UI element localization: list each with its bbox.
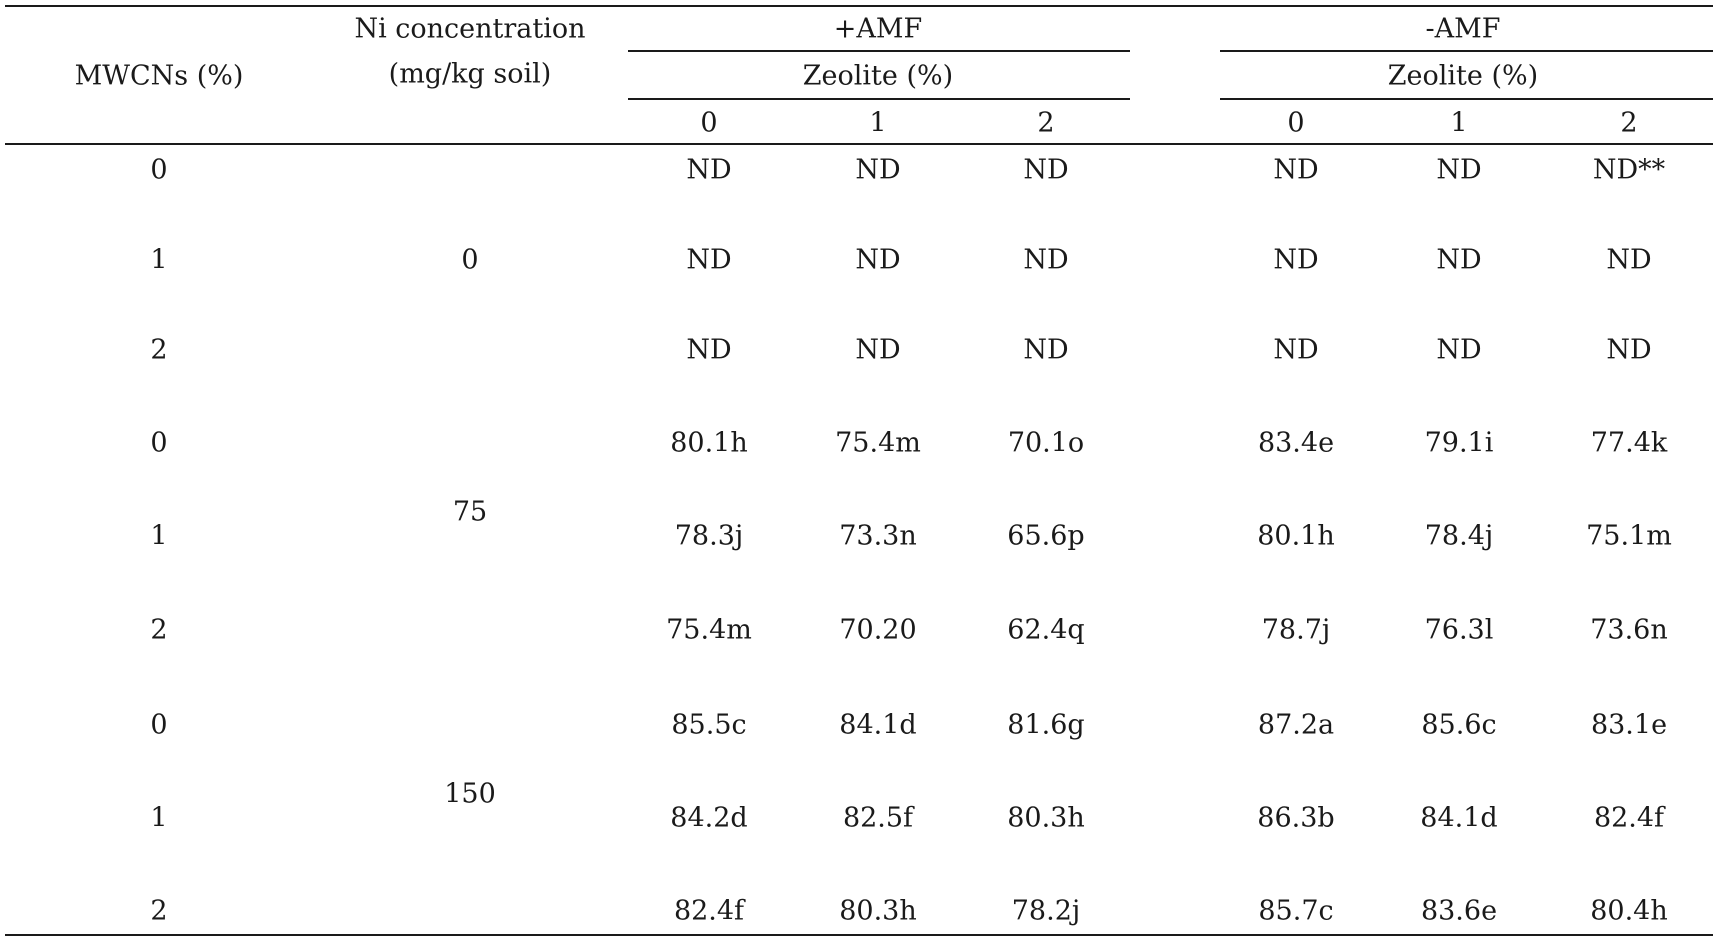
- value-cell: ND: [1023, 154, 1069, 186]
- zeolite-level-minus-2: 2: [1620, 107, 1638, 139]
- value-cell: ND: [1273, 334, 1319, 366]
- value-cell: ND: [1606, 244, 1652, 276]
- value-cell: 73.6n: [1590, 614, 1668, 646]
- value-cell: ND: [686, 244, 732, 276]
- zeolite-level-plus-1: 1: [869, 107, 887, 139]
- value-cell: 76.3l: [1424, 614, 1494, 646]
- value-cell: 78.4j: [1424, 520, 1494, 552]
- value-cell: 80.3h: [1007, 802, 1085, 834]
- amf-plus-header: +AMF: [833, 13, 923, 45]
- bottom-rule: [5, 934, 1713, 936]
- value-cell: 85.5c: [671, 709, 747, 741]
- value-cell: 87.2a: [1257, 709, 1335, 741]
- header-bottom-rule: [5, 143, 1713, 145]
- ni-group-label: 75: [452, 496, 488, 528]
- value-cell: 65.6p: [1007, 520, 1085, 552]
- zeolite-level-plus-0: 0: [700, 107, 718, 139]
- value-cell: 75.4m: [835, 427, 921, 459]
- value-cell: 84.1d: [839, 709, 917, 741]
- value-cell: 77.4k: [1590, 427, 1668, 459]
- value-cell: ND: [1436, 244, 1482, 276]
- amf-minus-rule: [1220, 50, 1713, 52]
- value-cell: ND: [1273, 154, 1319, 186]
- value-cell: 83.6e: [1420, 895, 1498, 927]
- value-cell: ND: [1436, 154, 1482, 186]
- value-cell: 81.6g: [1007, 709, 1085, 741]
- value-cell: 79.1i: [1424, 427, 1494, 459]
- value-cell: 83.1e: [1590, 709, 1668, 741]
- zeolite-level-minus-1: 1: [1450, 107, 1468, 139]
- value-cell: ND: [1273, 244, 1319, 276]
- value-cell: 70.20: [839, 614, 917, 646]
- value-cell: ND: [1023, 334, 1069, 366]
- value-cell: 86.3b: [1257, 802, 1335, 834]
- mwcns-header: MWCNs (%): [74, 60, 244, 92]
- mwcns-cell: 0: [150, 154, 168, 186]
- zeolite-plus-rule: [628, 98, 1130, 100]
- value-cell: ND: [855, 244, 901, 276]
- value-cell: 85.6c: [1421, 709, 1497, 741]
- mwcns-cell: 1: [150, 520, 168, 552]
- value-cell: 80.1h: [670, 427, 748, 459]
- top-rule: [5, 5, 1713, 7]
- amf-plus-rule: [628, 50, 1130, 52]
- value-cell: 82.4f: [673, 895, 745, 927]
- value-cell: 84.2d: [670, 802, 748, 834]
- mwcns-cell: 0: [150, 709, 168, 741]
- ni-group-label: 150: [444, 778, 496, 810]
- value-cell: 73.3n: [839, 520, 917, 552]
- value-cell: 78.2j: [1011, 895, 1081, 927]
- value-cell: ND: [686, 334, 732, 366]
- mwcns-cell: 0: [150, 427, 168, 459]
- zeolite-level-plus-2: 2: [1037, 107, 1055, 139]
- value-cell: 75.1m: [1586, 520, 1672, 552]
- value-cell: 80.3h: [839, 895, 917, 927]
- value-cell: ND: [686, 154, 732, 186]
- value-cell: ND: [855, 334, 901, 366]
- ni-group-label: 0: [461, 244, 479, 276]
- zeolite-minus-header: Zeolite (%): [1387, 60, 1539, 92]
- mwcns-cell: 2: [150, 895, 168, 927]
- value-cell: 82.4f: [1593, 802, 1665, 834]
- value-cell: 80.1h: [1257, 520, 1335, 552]
- ni-header-line2: (mg/kg soil): [388, 58, 552, 90]
- mwcns-cell: 2: [150, 334, 168, 366]
- ni-header-line1: Ni concentration: [354, 13, 586, 45]
- value-cell: 80.4h: [1590, 895, 1668, 927]
- value-cell: 83.4e: [1257, 427, 1335, 459]
- value-cell: 85.7c: [1258, 895, 1334, 927]
- mwcns-cell: 1: [150, 802, 168, 834]
- value-cell: 75.4m: [666, 614, 752, 646]
- mwcns-cell: 1: [150, 244, 168, 276]
- value-cell: 70.1o: [1007, 427, 1085, 459]
- value-cell: 84.1d: [1420, 802, 1498, 834]
- value-cell: ND**: [1592, 154, 1666, 186]
- value-cell: 78.3j: [674, 520, 744, 552]
- value-cell: 82.5f: [842, 802, 914, 834]
- value-cell: ND: [1436, 334, 1482, 366]
- value-cell: ND: [1606, 334, 1652, 366]
- value-cell: 62.4q: [1007, 614, 1085, 646]
- value-cell: ND: [855, 154, 901, 186]
- value-cell: 78.7j: [1261, 614, 1331, 646]
- zeolite-plus-header: Zeolite (%): [802, 60, 954, 92]
- zeolite-level-minus-0: 0: [1287, 107, 1305, 139]
- zeolite-minus-rule: [1220, 98, 1713, 100]
- mwcns-cell: 2: [150, 614, 168, 646]
- amf-minus-header: -AMF: [1425, 13, 1501, 45]
- value-cell: ND: [1023, 244, 1069, 276]
